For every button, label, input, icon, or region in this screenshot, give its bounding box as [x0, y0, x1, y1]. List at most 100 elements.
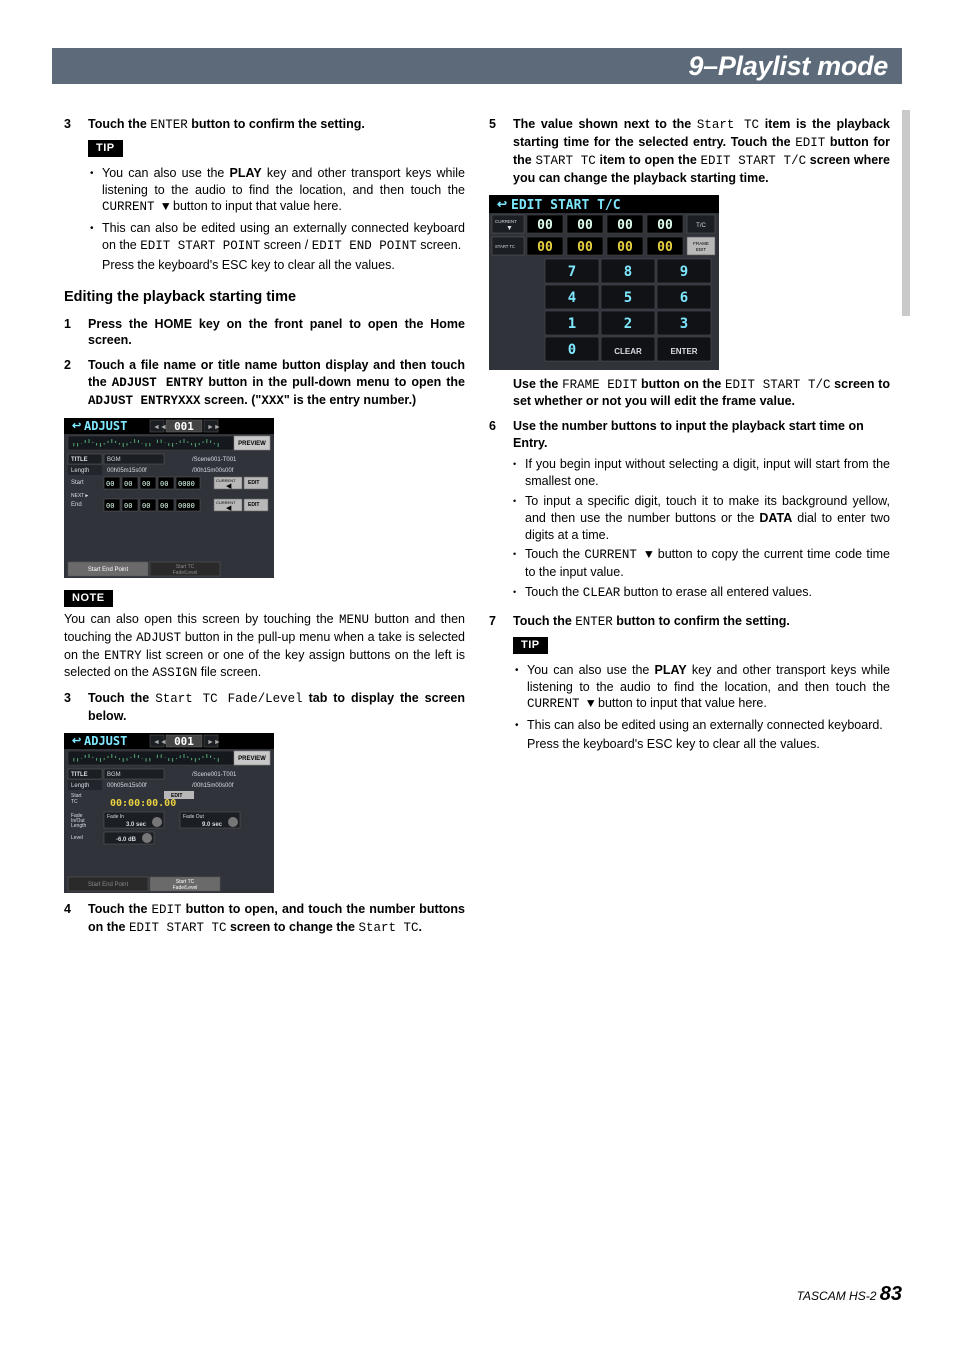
svg-text:3: 3	[680, 316, 688, 332]
step-6: 6 Use the number buttons to input the pl…	[489, 418, 890, 605]
sub-item: To input a specific digit, touch it to m…	[513, 493, 890, 544]
svg-text:001: 001	[174, 420, 194, 433]
svg-text:EDIT START T/C: EDIT START T/C	[511, 198, 621, 213]
step-7: 7 Touch the ENTER button to confirm the …	[489, 613, 890, 631]
note-label: NOTE	[64, 590, 113, 607]
step-5: 5 The value shown next to the Start TC i…	[489, 116, 890, 187]
svg-text:EDIT: EDIT	[696, 247, 707, 252]
svg-text:7: 7	[568, 264, 576, 280]
step-number: 2	[64, 357, 78, 410]
svg-text:00: 00	[657, 240, 673, 255]
svg-text:TITLE: TITLE	[71, 772, 88, 778]
step-text: Touch the	[88, 117, 150, 131]
svg-text:◄◄: ◄◄	[153, 739, 167, 746]
svg-text:0000: 0000	[178, 480, 195, 488]
sub-item: Touch the CLEAR button to erase all ente…	[513, 584, 890, 602]
svg-text:00h05m15s00f: 00h05m15s00f	[107, 783, 147, 789]
tip-item: You can also use the PLAY key and other …	[513, 662, 890, 714]
step-number: 3	[64, 116, 78, 134]
tip-item: This can also be edited using an externa…	[513, 717, 890, 753]
svg-text:ADJUST: ADJUST	[84, 419, 127, 433]
tip-list: You can also use the PLAY key and other …	[88, 165, 465, 274]
svg-text:00: 00	[142, 502, 150, 510]
step-number: 7	[489, 613, 503, 631]
page-number: 83	[880, 1283, 902, 1305]
svg-text:↩: ↩	[72, 420, 81, 432]
svg-text:00: 00	[124, 480, 132, 488]
svg-text:-6.0 dB: -6.0 dB	[116, 837, 137, 843]
svg-text:00: 00	[617, 240, 633, 255]
svg-text:00:00:00.00: 00:00:00.00	[110, 798, 176, 809]
svg-text:ADJUST: ADJUST	[84, 734, 127, 748]
step-text: button to confirm the setting.	[188, 117, 365, 131]
footer-product: TASCAM HS-2	[797, 1289, 877, 1303]
svg-text:Start: Start	[71, 480, 84, 486]
tip-label: TIP	[513, 637, 548, 654]
svg-text:EDIT: EDIT	[248, 502, 259, 508]
svg-text:End: End	[71, 502, 82, 508]
svg-text:00: 00	[160, 502, 168, 510]
svg-text:4: 4	[568, 290, 576, 306]
content: 3 Touch the ENTER button to confirm the …	[64, 108, 890, 937]
svg-text:PREVIEW: PREVIEW	[238, 441, 266, 447]
svg-text:00: 00	[537, 240, 553, 255]
side-tab	[902, 110, 910, 316]
adjust-screenshot-1: ↩ADJUST◄◄001►►PREVIEWTITLEBGM/Scene001-T…	[64, 418, 465, 578]
svg-text:00: 00	[106, 502, 114, 510]
svg-text:↩: ↩	[72, 735, 81, 747]
svg-text:◀: ◀	[226, 483, 232, 490]
svg-text:0: 0	[568, 342, 576, 358]
keypad-caption: Use the FRAME EDIT button on the EDIT ST…	[513, 376, 890, 411]
step-number: 5	[489, 116, 503, 187]
svg-text:0000: 0000	[178, 502, 195, 510]
sub-item: If you begin input without selecting a d…	[513, 456, 890, 490]
svg-text:6: 6	[680, 290, 688, 306]
svg-text:Start End Point: Start End Point	[88, 567, 129, 573]
svg-text:001: 001	[174, 735, 194, 748]
tip-item: You can also use the PLAY key and other …	[88, 165, 465, 217]
step-number: 1	[64, 316, 78, 350]
svg-text:Length: Length	[71, 468, 89, 474]
svg-text:NEXT►: NEXT►	[71, 493, 89, 499]
note-text: You can also open this screen by touchin…	[64, 611, 465, 683]
svg-text:/00h15m00s00f: /00h15m00s00f	[192, 783, 234, 789]
svg-text:Fade In: Fade In	[107, 814, 124, 820]
svg-text:00: 00	[124, 502, 132, 510]
tip-label: TIP	[88, 140, 123, 157]
svg-text:↩: ↩	[497, 197, 507, 211]
svg-text:ENTER: ENTER	[670, 347, 697, 356]
svg-text:Fade Out: Fade Out	[183, 814, 204, 820]
svg-text:3.0 sec: 3.0 sec	[126, 822, 147, 828]
svg-text:TC: TC	[71, 799, 78, 805]
svg-text:START TC: START TC	[495, 244, 515, 249]
step-3-top: 3 Touch the ENTER button to confirm the …	[64, 116, 465, 134]
svg-text:2: 2	[624, 316, 632, 332]
sub-item: Touch the CURRENT ▼ button to copy the c…	[513, 546, 890, 581]
svg-text:FRAME: FRAME	[693, 241, 709, 246]
svg-text:BGM: BGM	[107, 457, 121, 463]
svg-text:CURRENT: CURRENT	[495, 219, 517, 224]
svg-text:►►: ►►	[207, 424, 221, 431]
tip-item: This can also be edited using an externa…	[88, 220, 465, 274]
svg-text:00: 00	[617, 218, 633, 233]
svg-text:00: 00	[106, 480, 114, 488]
svg-text:▼: ▼	[506, 225, 513, 232]
svg-text:00: 00	[577, 240, 593, 255]
svg-text:Fade/Level: Fade/Level	[173, 570, 198, 576]
step-text: Use the number buttons to input the play…	[513, 418, 890, 452]
svg-text:CLEAR: CLEAR	[614, 347, 642, 356]
adjust-screenshot-2: ↩ADJUST◄◄001►►PREVIEWTITLEBGM/Scene001-T…	[64, 733, 465, 893]
right-column: 5 The value shown next to the Start TC i…	[489, 108, 890, 937]
svg-text:Length: Length	[71, 823, 87, 829]
svg-text:/00h15m00s00f: /00h15m00s00f	[192, 468, 234, 474]
svg-text:00h05m15s00f: 00h05m15s00f	[107, 468, 147, 474]
svg-text:8: 8	[624, 264, 632, 280]
left-column: 3 Touch the ENTER button to confirm the …	[64, 108, 465, 937]
keypad-screenshot: ↩EDIT START T/CCURRENT▼00000000T/CSTART …	[489, 195, 890, 370]
tip-list: You can also use the PLAY key and other …	[513, 662, 890, 753]
section-heading: Editing the playback starting time	[64, 288, 465, 308]
svg-text:00: 00	[160, 480, 168, 488]
step-3b: 3 Touch the Start TC Fade/Level tab to d…	[64, 690, 465, 725]
step-mono: ENTER	[150, 118, 188, 132]
svg-text:►►: ►►	[207, 739, 221, 746]
